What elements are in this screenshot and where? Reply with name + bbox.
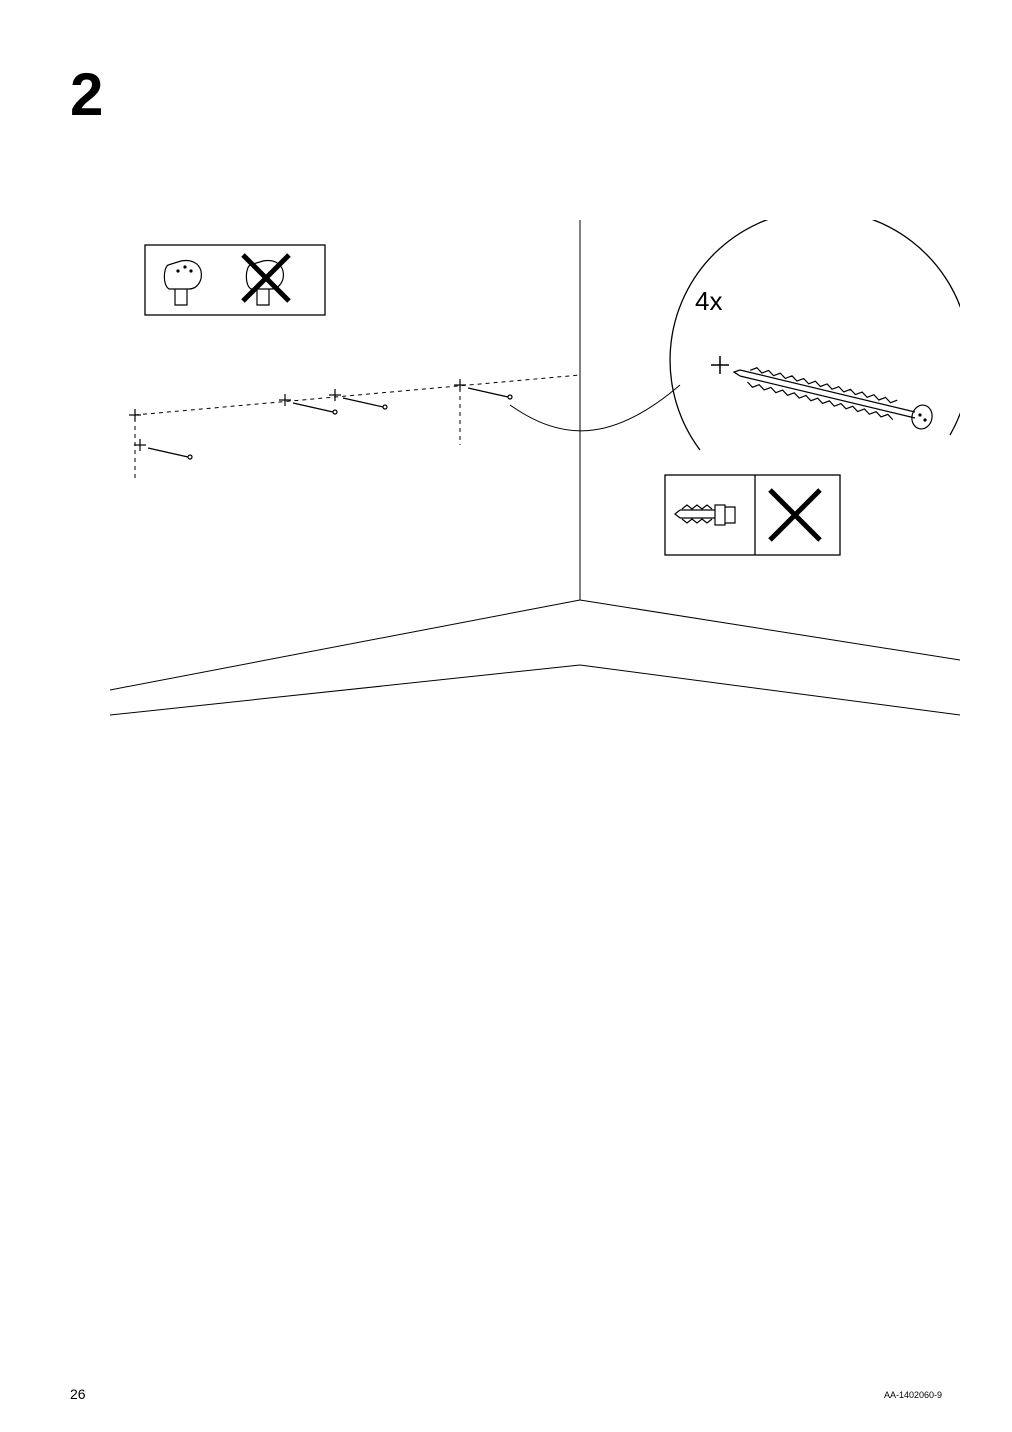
leader-line — [510, 385, 680, 431]
screw-callout: 4x — [670, 220, 960, 450]
step-number: 2 — [70, 60, 103, 129]
wall-screw-marks — [129, 379, 512, 459]
guide-lines — [135, 375, 580, 480]
document-id: AA-1402060-9 — [884, 1390, 942, 1400]
no-power-drill-box — [145, 245, 325, 315]
callout-qty-text: 4x — [695, 286, 722, 316]
no-short-screw-box — [665, 475, 840, 555]
page: 2 — [0, 0, 1012, 1432]
page-number: 26 — [70, 1386, 86, 1402]
assembly-diagram: 4x — [90, 220, 960, 720]
screw-icon — [734, 366, 934, 431]
